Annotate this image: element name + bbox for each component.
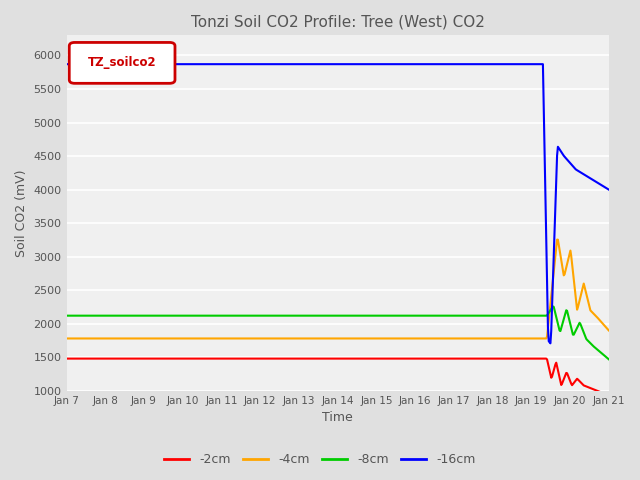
Legend: -2cm, -4cm, -8cm, -16cm: -2cm, -4cm, -8cm, -16cm	[159, 448, 481, 471]
Text: TZ_soilco2: TZ_soilco2	[88, 56, 157, 69]
Y-axis label: Soil CO2 (mV): Soil CO2 (mV)	[15, 169, 28, 257]
X-axis label: Time: Time	[323, 411, 353, 424]
Title: Tonzi Soil CO2 Profile: Tree (West) CO2: Tonzi Soil CO2 Profile: Tree (West) CO2	[191, 15, 484, 30]
FancyBboxPatch shape	[69, 42, 175, 84]
